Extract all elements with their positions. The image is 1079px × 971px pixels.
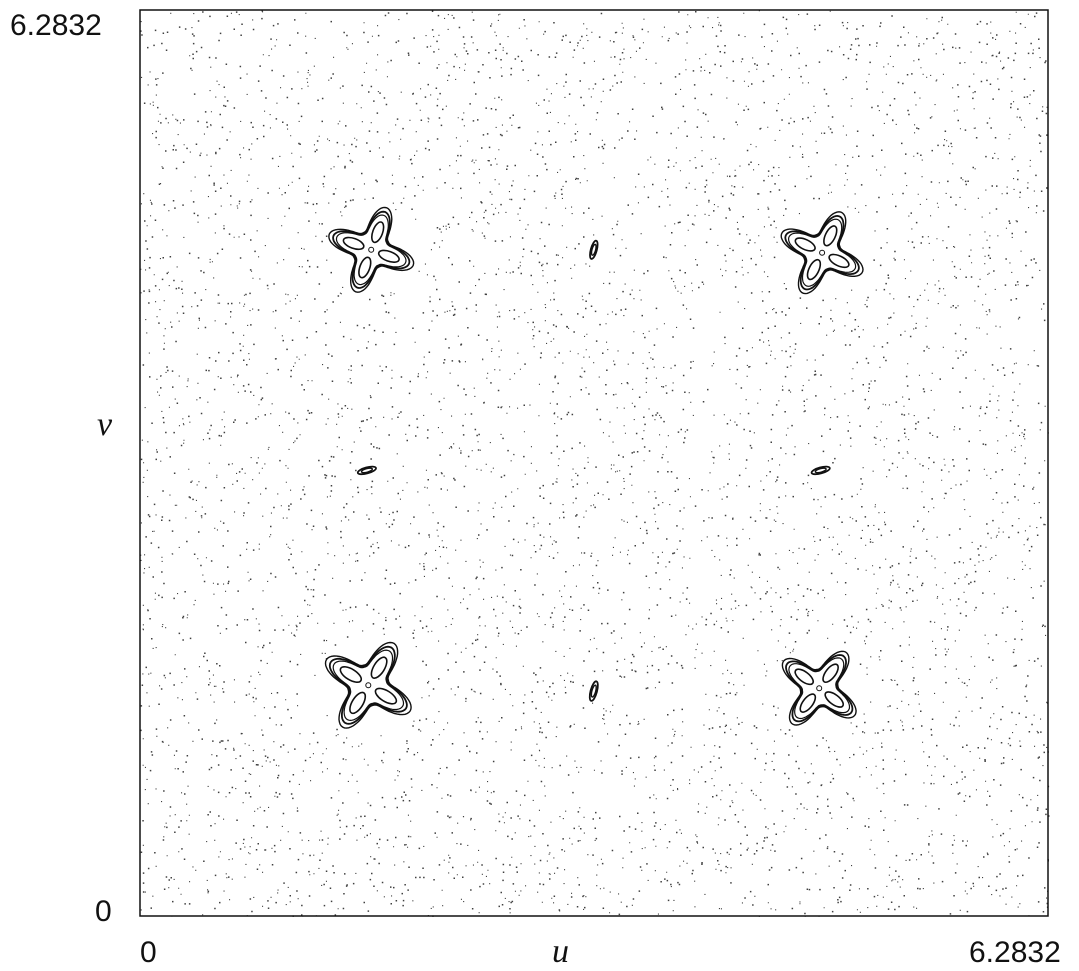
elliptic-fixed-point — [816, 685, 823, 692]
secondary-island — [794, 237, 816, 252]
secondary-island — [806, 258, 822, 281]
x-min-tick-label: 0 — [140, 936, 157, 969]
chaotic-sea-points — [140, 10, 1050, 917]
secondary-island — [349, 691, 367, 715]
secondary-island — [374, 687, 398, 705]
secondary-island — [824, 691, 845, 708]
secondary-island — [828, 253, 850, 269]
elliptic-fixed-point — [365, 682, 372, 689]
secondary-island — [823, 225, 838, 247]
secondary-island — [377, 249, 400, 263]
invariant-curve — [780, 211, 864, 295]
secondary-island — [822, 663, 839, 684]
island-7 — [356, 465, 377, 476]
invariant-curve — [335, 214, 407, 286]
island-curve — [360, 467, 374, 474]
island-chains — [324, 206, 864, 729]
invariant-curve — [784, 214, 860, 291]
island-3 — [324, 641, 412, 729]
scatter-points — [140, 10, 1050, 917]
invariant-curve — [332, 649, 405, 722]
invariant-curve — [781, 650, 857, 726]
invariant-curve — [324, 641, 412, 729]
invariant-curve — [332, 210, 411, 289]
island-8 — [810, 465, 831, 476]
invariant-curve — [785, 654, 854, 723]
island-1 — [328, 206, 415, 293]
x-axis-label: u — [552, 933, 569, 970]
invariant-curve — [788, 657, 851, 720]
island-5 — [589, 239, 599, 260]
island-curve — [590, 684, 597, 698]
secondary-island — [339, 666, 363, 683]
invariant-curve — [328, 206, 415, 293]
island-curve — [590, 243, 597, 256]
secondary-island — [799, 693, 817, 713]
secondary-island — [342, 236, 365, 251]
island-curve — [814, 467, 827, 474]
elliptic-fixed-point — [819, 249, 826, 256]
x-max-tick-label: 6.2832 — [969, 936, 1061, 969]
secondary-island — [794, 668, 815, 686]
secondary-island — [370, 656, 388, 679]
y-max-tick-label: 6.2832 — [10, 9, 102, 42]
island-2 — [780, 211, 864, 295]
island-6 — [588, 680, 599, 702]
invariant-curve — [787, 218, 857, 287]
plot-frame — [139, 9, 1049, 917]
y-axis-label: v — [97, 406, 113, 443]
invariant-curve — [328, 645, 408, 725]
y-min-tick-label: 0 — [95, 895, 112, 928]
secondary-island — [371, 221, 385, 244]
island-4 — [781, 650, 857, 726]
secondary-island — [358, 256, 372, 279]
elliptic-fixed-point — [368, 246, 375, 253]
